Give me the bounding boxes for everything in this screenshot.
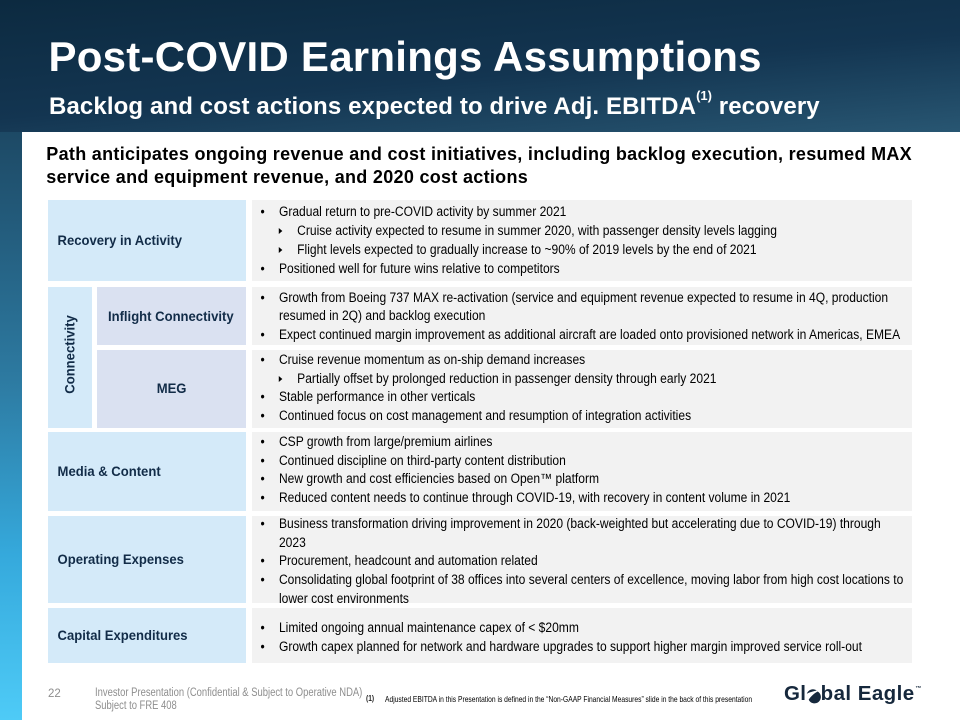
- svg-text:bal Eagle: bal Eagle: [821, 682, 915, 705]
- svg-text:Gl: Gl: [784, 682, 806, 705]
- svg-text:™: ™: [916, 685, 922, 692]
